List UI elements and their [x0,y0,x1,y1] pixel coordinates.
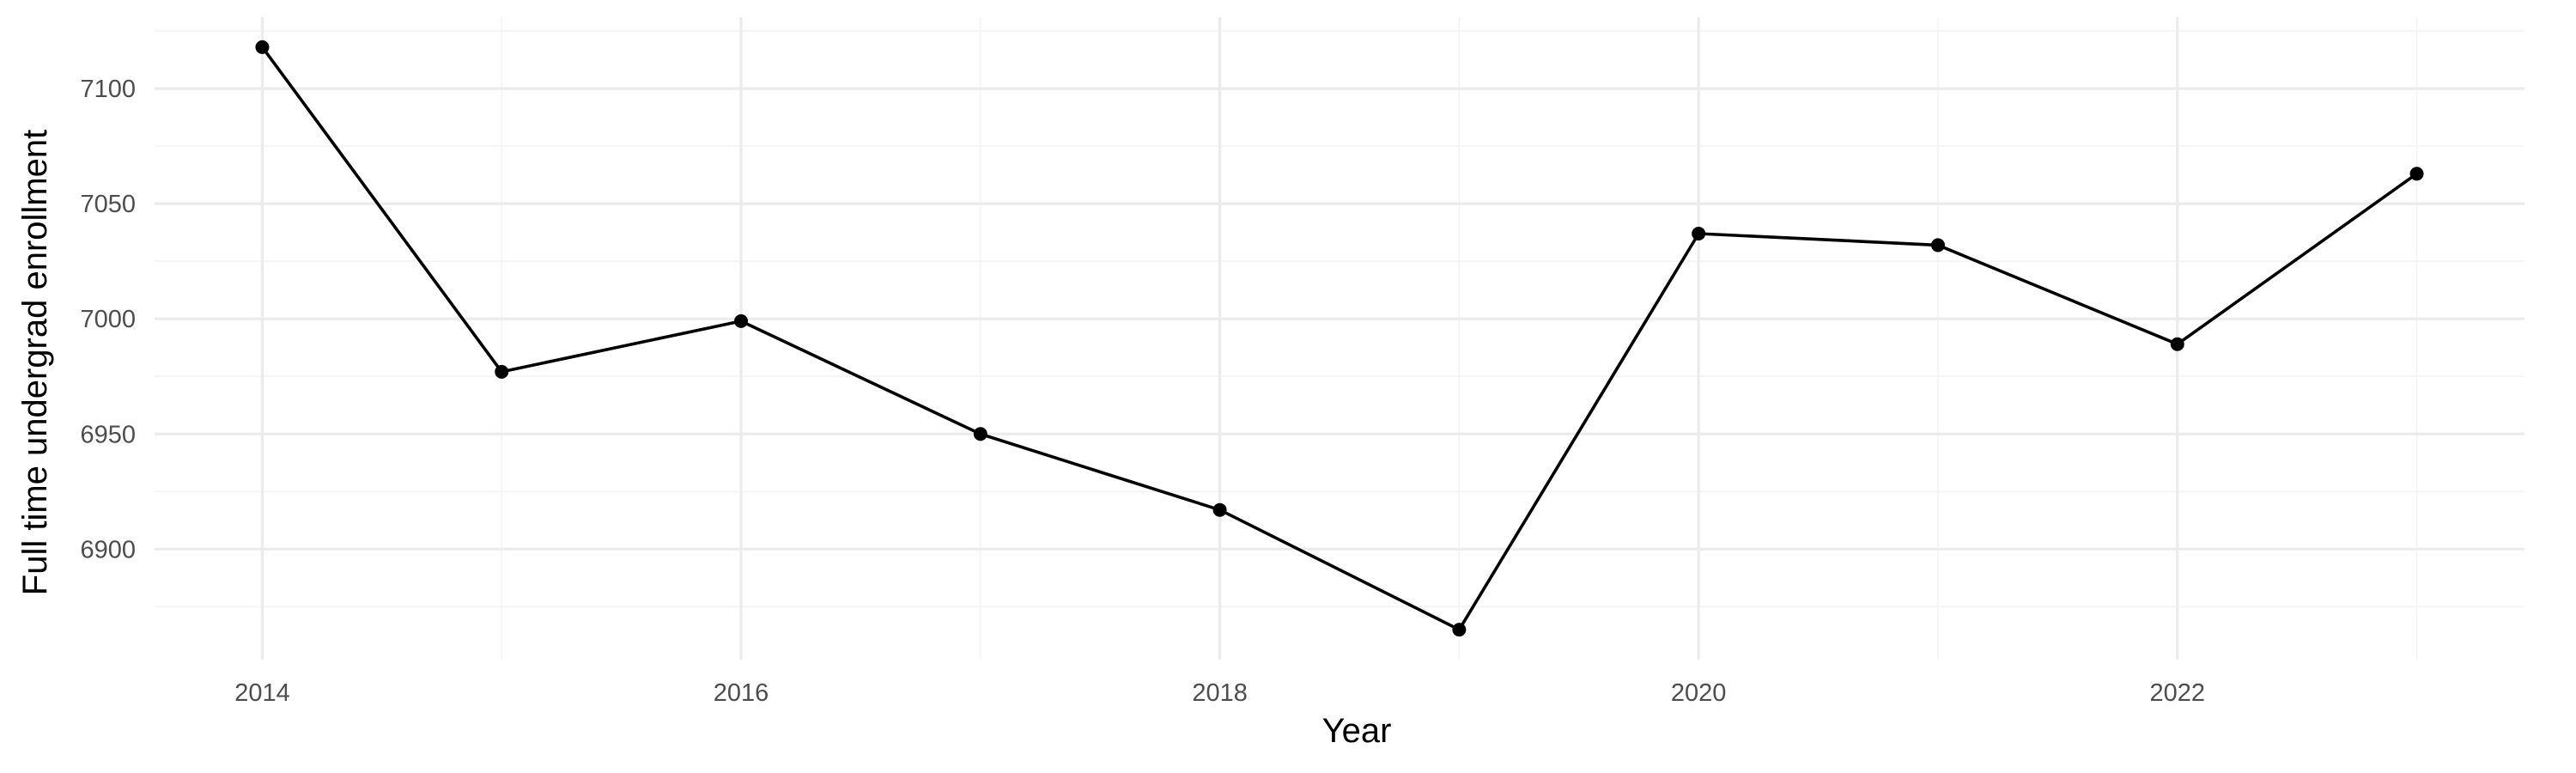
data-point [2409,167,2424,181]
y-tick-label: 7000 [80,306,136,333]
data-point [1930,238,1945,253]
y-tick-label: 7050 [80,191,136,218]
data-point [1692,227,1706,241]
data-point [2170,337,2184,351]
x-tick-label: 2016 [714,679,769,707]
y-axis-ticks: 6900 6950 7000 7050 7100 [80,76,136,563]
x-tick-label: 2020 [1671,679,1727,707]
y-tick-label: 7100 [80,76,136,103]
y-axis-title: Full time undergrad enrollment [16,130,54,595]
x-axis-ticks: 2014 2016 2018 2020 2022 [234,679,2205,707]
series-group [255,40,2424,637]
x-tick-label: 2014 [234,679,290,707]
x-tick-label: 2018 [1192,679,1248,707]
x-tick-label: 2022 [2149,679,2205,707]
x-axis-title: Year [1322,712,1392,750]
data-point [1452,623,1467,637]
data-point [973,427,987,441]
major-gridlines [155,17,2524,660]
data-point [734,313,749,328]
series-line [261,46,2418,631]
data-point [495,364,509,379]
y-tick-label: 6950 [80,421,136,448]
y-tick-label: 6900 [80,536,136,563]
minor-gridlines [155,17,2524,660]
data-point [1212,502,1227,517]
data-point [255,40,270,54]
